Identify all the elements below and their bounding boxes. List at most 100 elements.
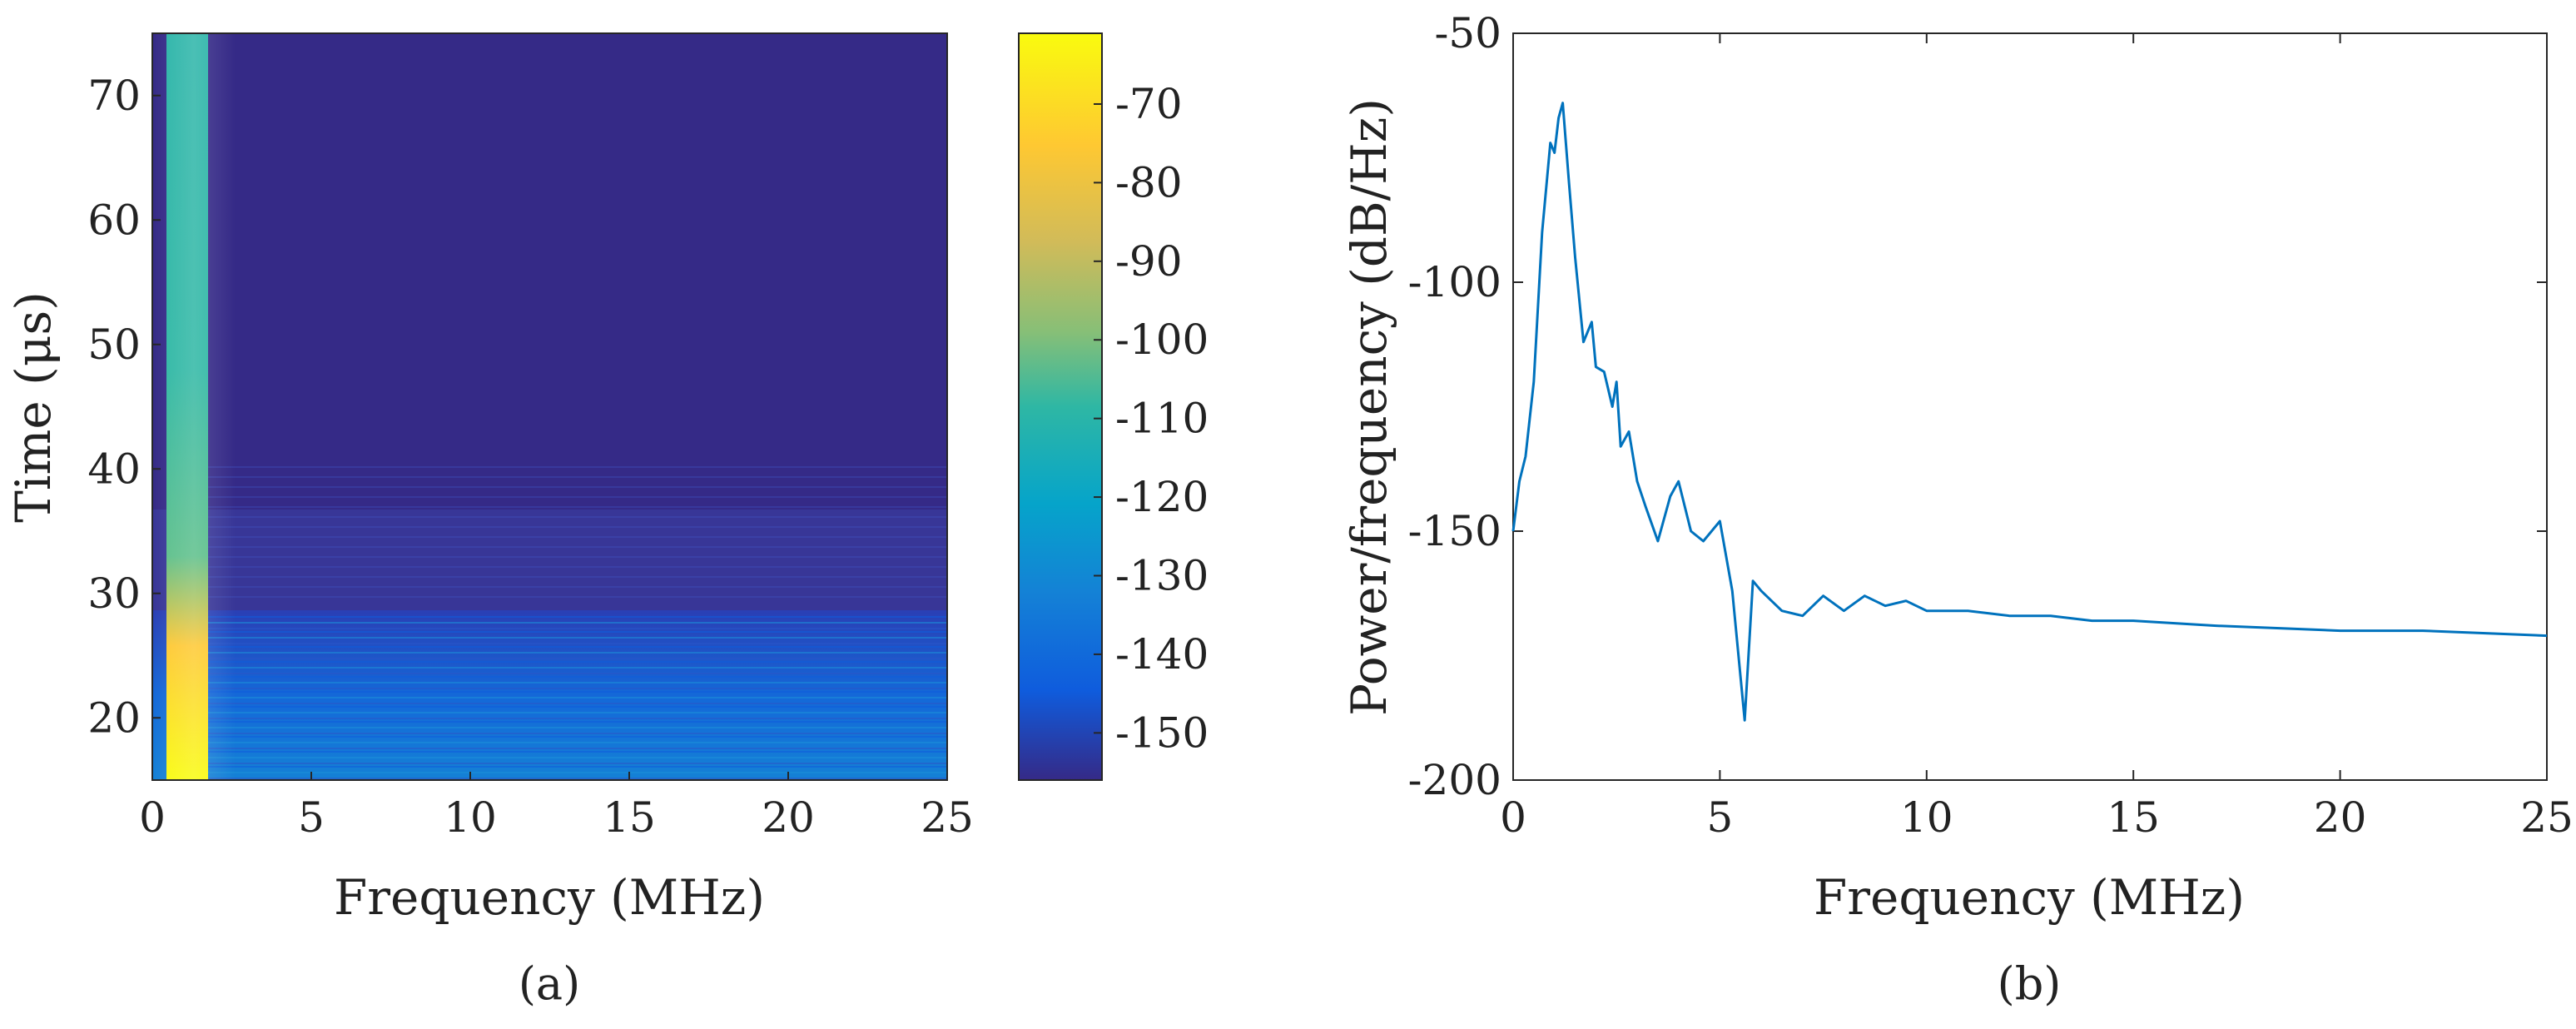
spectrogram-stripe [208,763,947,764]
heatmap-xlabel: Frequency (MHz) [334,869,765,926]
heatmap-y-tick-label: 50 [87,321,141,369]
psd-ylabel: Power/frequency (dB/Hz) [1341,98,1397,716]
psd-axes-frame [1512,32,2548,781]
spectrogram-stripe [208,536,947,538]
spectrogram-stripe [208,546,947,548]
spectrogram-stripe [208,506,947,508]
spectrogram-mid-stripes [208,466,947,598]
psd-x-tick-label: 15 [2107,793,2160,842]
heatmap-x-tick-label: 25 [921,793,974,842]
colorbar-axis: -70 -80 -90 -100 -110 -120 -130 -140 -150 [1094,80,1209,757]
colorbar-tick-label: -140 [1115,630,1209,679]
psd-y-axis: -50 -100 -150 -200 [1408,9,2547,804]
psd-y-tick-label: -200 [1408,756,1501,804]
spectrogram-stripe [208,772,947,773]
colorbar [1018,32,1103,781]
heatmap-y-axis: 20 30 40 50 60 70 [87,72,161,742]
spectrogram-stripe [208,643,947,644]
spectrogram-stripe [208,526,947,528]
spectrogram-lower-band [152,610,947,780]
spectrogram-stripe [208,727,947,728]
spectrogram-low-freq-strip-glow [152,33,236,780]
colorbar-tick-label: -80 [1115,158,1183,206]
spectrogram-stripe [208,766,947,768]
spectrogram-stripe [208,712,947,713]
spectrogram-stripe [208,466,947,468]
spectrogram-stripe [208,637,947,639]
psd-y-tick-label: -100 [1408,258,1501,306]
panel-a-label: (a) [519,957,580,1010]
spectrogram-stripe [208,706,947,708]
spectrogram-stripe [208,596,947,598]
heatmap-ylabel: Time (μs) [5,291,62,523]
spectrogram-stripe [208,673,947,674]
psd-series-line [1511,102,2548,722]
colorbar-tick-label: -120 [1115,473,1209,521]
spectrogram-stripe [208,778,947,779]
psd-y-tick-label: -50 [1434,9,1501,57]
heatmap-x-tick-label: 15 [603,793,656,842]
psd-x-tick-label: 0 [1500,793,1526,842]
spectrogram-stripe [208,556,947,558]
spectrogram-stripe [208,667,947,669]
spectrogram-mid-band [152,510,947,610]
spectrogram-stripe [208,718,947,719]
spectrogram-image [152,33,947,783]
heatmap-y-tick-label: 30 [87,569,141,618]
colorbar-tick-label: -130 [1115,552,1209,600]
spectrogram-stripe [208,742,947,743]
spectrogram-stripe [208,566,947,568]
colorbar-tick-label: -150 [1115,708,1209,757]
spectrogram-stripe [208,757,947,758]
spectrogram-stripe [208,781,947,783]
spectrogram-stripe [208,658,947,659]
spectrogram-stripe [208,676,947,678]
panel-b-label: (b) [1998,957,2062,1010]
spectrogram-stripe [208,631,947,633]
spectrogram-stripe [208,661,947,663]
spectrogram-lower-stripes [208,616,947,783]
heatmap-x-tick-label: 0 [139,793,166,842]
psd-x-tick-label: 5 [1706,793,1733,842]
spectrogram-stripe [208,697,947,698]
spectrogram-stripe [208,646,947,648]
colorbar-tick-label: -90 [1115,237,1183,286]
spectrogram-stripe [208,496,947,498]
spectrogram-stripe [208,586,947,588]
heatmap-x-tick-label: 5 [298,793,325,842]
spectrogram-stripe [208,736,947,738]
spectrogram-stripe [208,516,947,518]
colorbar-tick-label: -110 [1115,395,1209,443]
spectrogram-stripe [208,576,947,578]
spectrogram-stripe [208,622,947,624]
heatmap-x-tick-label: 10 [444,793,497,842]
psd-x-tick-label: 10 [1900,793,1953,842]
spectrogram-stripe [208,682,947,684]
heatmap-x-tick-label: 20 [762,793,815,842]
spectrogram-stripe [208,721,947,723]
heatmap-y-tick-label: 40 [87,445,141,493]
psd-x-tick-label: 20 [2314,793,2367,842]
heatmap-axes-frame [151,32,948,781]
colorbar-tick-label: -70 [1115,80,1183,128]
spectrogram-stripe [208,628,947,629]
spectrogram-stripe [208,688,947,689]
spectrogram-stripe [208,616,947,618]
spectrogram-stripe [208,486,947,488]
spectrogram-stripe [208,476,947,478]
spectrogram-stripe [208,751,947,753]
spectrogram-stripe [208,733,947,734]
psd-x-axis: 0 5 10 15 20 25 [1500,33,2574,842]
heatmap-x-axis: 0 5 10 15 20 25 [139,772,974,842]
spectrogram-stripe [208,703,947,704]
spectrogram-stripe [208,652,947,654]
psd-xlabel: Frequency (MHz) [1814,869,2245,926]
spectrogram-stripe [208,691,947,693]
spectrogram-stripe [208,748,947,749]
psd-x-tick-label: 25 [2520,793,2574,842]
heatmap-y-tick-label: 20 [87,693,141,742]
colorbar-tick-label: -100 [1115,316,1209,364]
heatmap-y-tick-label: 70 [87,72,141,120]
